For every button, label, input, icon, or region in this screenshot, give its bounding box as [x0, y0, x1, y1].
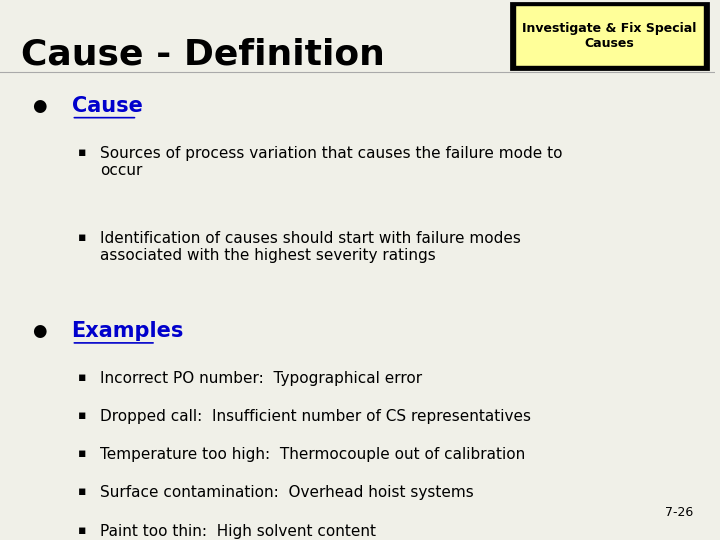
- Text: Dropped call:  Insufficient number of CS representatives: Dropped call: Insufficient number of CS …: [100, 409, 531, 424]
- Text: ▪: ▪: [78, 146, 86, 159]
- Text: Surface contamination:  Overhead hoist systems: Surface contamination: Overhead hoist sy…: [100, 485, 474, 501]
- Text: ▪: ▪: [78, 409, 86, 422]
- Text: Temperature too high:  Thermocouple out of calibration: Temperature too high: Thermocouple out o…: [100, 447, 526, 462]
- Text: 7-26: 7-26: [665, 507, 693, 519]
- Text: ●: ●: [32, 97, 47, 115]
- Text: ▪: ▪: [78, 485, 86, 498]
- Text: Incorrect PO number:  Typographical error: Incorrect PO number: Typographical error: [100, 371, 422, 386]
- Text: Sources of process variation that causes the failure mode to
occur: Sources of process variation that causes…: [100, 146, 562, 178]
- Text: Cause: Cause: [71, 96, 143, 116]
- Text: ▪: ▪: [78, 524, 86, 537]
- Text: ▪: ▪: [78, 447, 86, 460]
- FancyBboxPatch shape: [515, 5, 704, 66]
- Text: Cause - Definition: Cause - Definition: [22, 37, 385, 71]
- Text: ▪: ▪: [78, 371, 86, 384]
- Text: Examples: Examples: [71, 321, 184, 341]
- Text: Identification of causes should start with failure modes
associated with the hig: Identification of causes should start wi…: [100, 231, 521, 263]
- Text: Investigate & Fix Special
Causes: Investigate & Fix Special Causes: [523, 22, 697, 50]
- Text: ●: ●: [32, 322, 47, 340]
- Text: ▪: ▪: [78, 231, 86, 244]
- Text: Paint too thin:  High solvent content: Paint too thin: High solvent content: [100, 524, 376, 538]
- FancyBboxPatch shape: [511, 3, 708, 69]
